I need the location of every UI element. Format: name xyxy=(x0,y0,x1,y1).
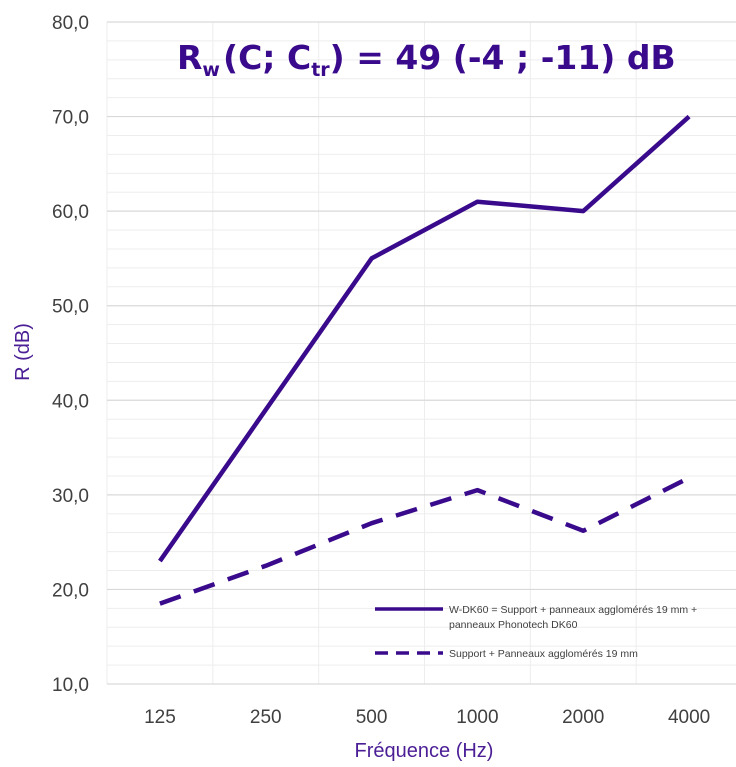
title-prefix: R xyxy=(177,38,202,77)
y-tick-label: 20,0 xyxy=(52,580,89,601)
y-tick-label: 60,0 xyxy=(52,202,89,223)
data-point-dashed xyxy=(157,601,162,606)
title-suffix: ) = 49 (-4 ; -11) dB xyxy=(330,38,676,77)
legend: W-DK60 = Support + panneaux agglomérés 1… xyxy=(375,604,697,660)
x-tick-label: 1000 xyxy=(456,707,498,728)
x-axis-title: Fréquence (Hz) xyxy=(355,740,494,762)
legend-label-solid-line1: W-DK60 = Support + panneaux agglomérés 1… xyxy=(449,604,697,616)
data-point-solid xyxy=(475,199,480,204)
y-tick-label: 50,0 xyxy=(52,297,89,318)
x-tick-label: 250 xyxy=(250,707,282,728)
title-sub-tr: tr xyxy=(311,59,330,81)
data-point-solid xyxy=(581,209,586,214)
data-point-solid xyxy=(263,407,268,412)
x-tick-label: 4000 xyxy=(668,707,710,728)
y-tick-label: 10,0 xyxy=(52,675,89,696)
title-sub-w: w xyxy=(202,59,220,81)
y-tick-label: 30,0 xyxy=(52,486,89,507)
data-point-dashed xyxy=(263,563,268,568)
data-point-dashed xyxy=(581,528,586,533)
x-tick-label: 2000 xyxy=(562,707,604,728)
chart-title: Rw(C; Ctr) = 49 (-4 ; -11) dB xyxy=(177,38,676,81)
x-tick-label: 125 xyxy=(144,707,176,728)
y-axis-title: R (dB) xyxy=(12,323,34,381)
data-point-solid xyxy=(369,256,374,261)
data-point-dashed xyxy=(687,475,692,480)
title-mid: (C; C xyxy=(223,38,311,77)
data-point-dashed xyxy=(369,521,374,526)
data-point-solid xyxy=(687,114,692,119)
axes: 10,0 20,0 30,0 40,0 50,0 60,0 70,0 80,0 125 250 50… xyxy=(52,13,710,728)
y-tick-label: 80,0 xyxy=(52,13,89,34)
data-point-solid xyxy=(157,559,162,564)
legend-label-solid-line2: panneaux Phonotech DK60 xyxy=(449,619,578,631)
y-tick-label: 40,0 xyxy=(52,391,89,412)
gridlines xyxy=(107,22,736,684)
x-tick-label: 500 xyxy=(356,707,388,728)
y-tick-label: 70,0 xyxy=(52,108,89,129)
data-point-dashed xyxy=(475,488,480,493)
legend-label-dashed: Support + Panneaux agglomérés 19 mm xyxy=(449,648,638,660)
